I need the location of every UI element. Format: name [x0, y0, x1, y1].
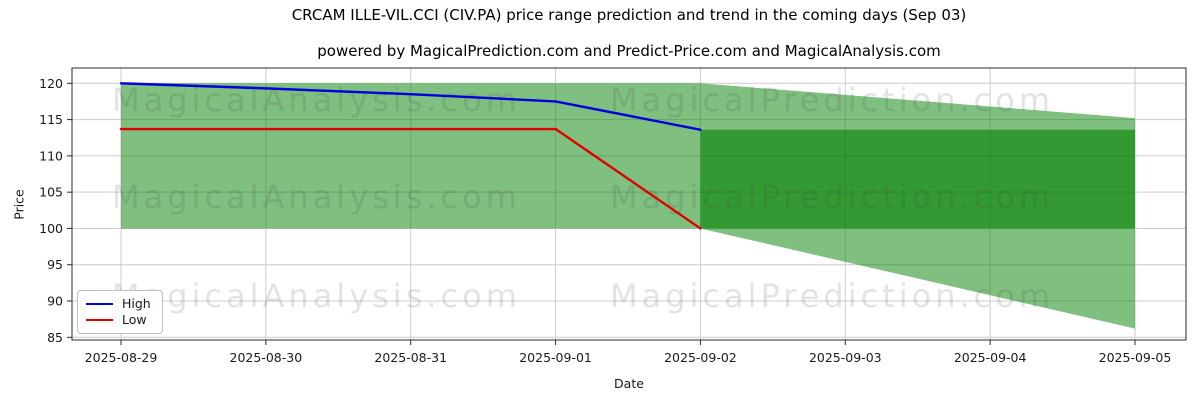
svg-text:95: 95 — [47, 257, 63, 272]
watermark-text: MagicalPrediction.com — [610, 81, 1054, 119]
watermark-text: MagicalAnalysis.com — [112, 81, 521, 119]
svg-text:100: 100 — [39, 221, 63, 236]
chart-title: CRCAM ILLE-VIL.CCI (CIV.PA) price range … — [291, 6, 967, 24]
svg-text:85: 85 — [47, 330, 63, 345]
legend-item-low: Low — [86, 312, 154, 328]
watermark-text: MagicalPrediction.com — [610, 178, 1054, 216]
svg-text:90: 90 — [47, 294, 63, 309]
legend-label: Low — [122, 311, 147, 327]
svg-text:105: 105 — [39, 185, 63, 200]
low-line-swatch — [86, 319, 113, 321]
watermark-text: MagicalAnalysis.com — [112, 178, 521, 216]
svg-text:2025-09-03: 2025-09-03 — [809, 350, 882, 365]
y-axis-label: Price — [11, 189, 27, 220]
svg-text:2025-09-05: 2025-09-05 — [1099, 350, 1172, 365]
svg-text:2025-08-31: 2025-08-31 — [374, 350, 447, 365]
axes: 85 90 95 100 105 110 115 120 2025-08-29 2025-08-3… — [39, 67, 1187, 365]
legend-label: High — [122, 295, 151, 311]
watermark-text: MagicalPrediction.com — [610, 277, 1054, 315]
prediction-bands — [121, 83, 1135, 329]
legend-item-high: High — [86, 296, 154, 312]
svg-text:110: 110 — [39, 148, 63, 163]
svg-text:120: 120 — [39, 76, 63, 91]
chart-subtitle: powered by MagicalPrediction.com and Pre… — [317, 42, 941, 60]
svg-text:115: 115 — [39, 112, 63, 127]
price-lines — [119, 82, 702, 230]
svg-text:2025-09-02: 2025-09-02 — [664, 350, 737, 365]
legend: High Low — [77, 290, 163, 334]
high-line-swatch — [86, 303, 113, 305]
svg-text:2025-08-29: 2025-08-29 — [85, 350, 158, 365]
x-axis-label: Date — [614, 376, 644, 391]
svg-text:2025-08-30: 2025-08-30 — [230, 350, 303, 365]
watermark-text: MagicalAnalysis.com — [112, 277, 521, 315]
svg-text:2025-09-01: 2025-09-01 — [519, 350, 592, 365]
svg-text:2025-09-04: 2025-09-04 — [954, 350, 1027, 365]
watermark-layer: MagicalAnalysis.com MagicalPrediction.co… — [112, 81, 1054, 315]
